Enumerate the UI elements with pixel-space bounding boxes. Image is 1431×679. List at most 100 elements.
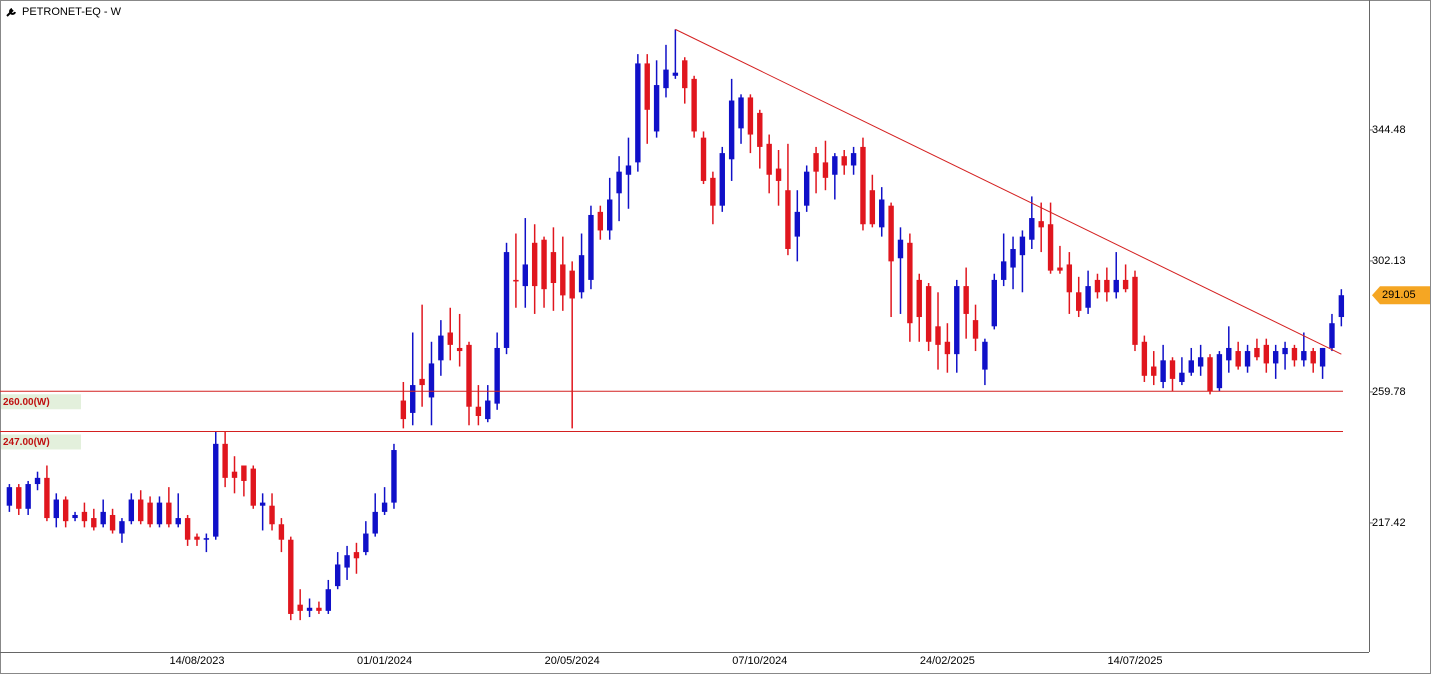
candle-body: [1151, 366, 1157, 376]
candle-body: [1338, 295, 1345, 318]
candle-body: [719, 153, 725, 206]
candle-body: [1263, 344, 1270, 364]
candle-body: [1113, 279, 1119, 293]
candle-body: [1169, 360, 1176, 379]
candle-body: [241, 465, 247, 481]
candle-body: [1329, 323, 1335, 348]
candle-body: [869, 190, 876, 225]
candle-body: [1094, 279, 1101, 293]
candle-body: [297, 604, 303, 611]
candle-body: [410, 385, 416, 413]
candle-body: [972, 320, 979, 339]
last-price-label: 291.05: [1382, 289, 1416, 301]
candle-body: [1207, 357, 1213, 392]
candle-body: [747, 97, 754, 135]
candle-body: [316, 607, 322, 611]
candle-body: [400, 400, 407, 420]
candle-body: [569, 270, 575, 299]
candle-body: [710, 177, 716, 206]
candle-body: [1076, 292, 1082, 311]
candle-body: [1019, 236, 1026, 256]
candle-body: [1000, 261, 1007, 280]
candle-body: [522, 264, 528, 287]
candle-body: [1254, 347, 1260, 358]
candle-body: [466, 344, 472, 407]
x-tick-label: 24/02/2025: [920, 655, 975, 667]
candle-body: [231, 471, 238, 478]
candle-body: [1085, 286, 1091, 308]
candle-body: [1310, 351, 1316, 364]
candle-body: [62, 499, 69, 522]
chart-title: PETRONET-EQ - W: [22, 6, 122, 18]
candle-body: [6, 487, 13, 506]
candle-body: [1197, 357, 1204, 367]
candle-body: [588, 214, 594, 280]
candle-body: [1038, 221, 1044, 228]
candle-body: [925, 286, 932, 342]
support-label: 247.00(W): [3, 437, 50, 448]
candle-body: [550, 252, 557, 284]
candle-body: [428, 363, 435, 398]
candle-body: [597, 211, 604, 231]
candle-body: [1244, 351, 1251, 367]
candle-body: [916, 279, 922, 318]
candle-body: [438, 335, 444, 361]
candle-body: [391, 450, 397, 503]
wrench-icon: [6, 8, 16, 17]
candle-body: [1226, 347, 1232, 361]
candle-body: [91, 518, 97, 528]
candle-body: [25, 484, 31, 509]
candle-body: [963, 286, 969, 314]
candle-body: [419, 378, 425, 386]
candle-body: [1319, 347, 1326, 367]
candle-body: [907, 242, 913, 324]
candle-body: [147, 502, 153, 525]
candle-body: [653, 85, 660, 132]
candle-body: [935, 326, 941, 345]
candle-body: [269, 505, 275, 525]
candle-body: [109, 514, 116, 531]
last-price-tag: [1372, 286, 1430, 305]
candle-body: [1057, 267, 1063, 271]
candle-body: [53, 499, 59, 519]
candle-body: [1179, 372, 1185, 382]
candle-body: [485, 400, 491, 420]
candle-body: [494, 347, 500, 404]
candle-body: [44, 477, 50, 519]
candle-body: [138, 499, 144, 522]
candle-body: [860, 146, 866, 225]
candle-body: [100, 511, 106, 525]
candle-body: [616, 171, 622, 194]
candle-body: [372, 511, 378, 534]
candle-body: [625, 165, 632, 175]
candle-body: [166, 502, 172, 525]
candle-body: [1132, 276, 1138, 345]
candle-body: [663, 69, 669, 89]
y-tick-label: 217.42: [1372, 517, 1406, 529]
candle-body: [381, 502, 388, 512]
candle-body: [34, 477, 41, 485]
candle-body: [222, 443, 228, 478]
candle-body: [213, 443, 219, 537]
candle-body: [1301, 351, 1307, 361]
x-tick-label: 14/08/2023: [169, 655, 224, 667]
candle-body: [813, 153, 819, 172]
candle-body: [72, 514, 78, 519]
candle-body: [850, 153, 857, 166]
candle-body: [16, 487, 22, 509]
candle-body: [738, 97, 744, 129]
y-tick-label: 344.48: [1372, 124, 1406, 136]
candle-body: [184, 518, 191, 540]
trendline: [675, 28, 1342, 355]
candle-body: [757, 112, 763, 147]
candle-body: [803, 171, 810, 206]
candle-body: [991, 279, 997, 327]
candle-body: [81, 511, 88, 522]
candle-body: [503, 252, 510, 348]
support-label: 260.00(W): [3, 397, 50, 408]
x-tick-label: 14/07/2025: [1107, 655, 1162, 667]
candle-body: [794, 211, 801, 237]
candle-body: [344, 555, 350, 568]
candle-body: [1235, 351, 1241, 367]
